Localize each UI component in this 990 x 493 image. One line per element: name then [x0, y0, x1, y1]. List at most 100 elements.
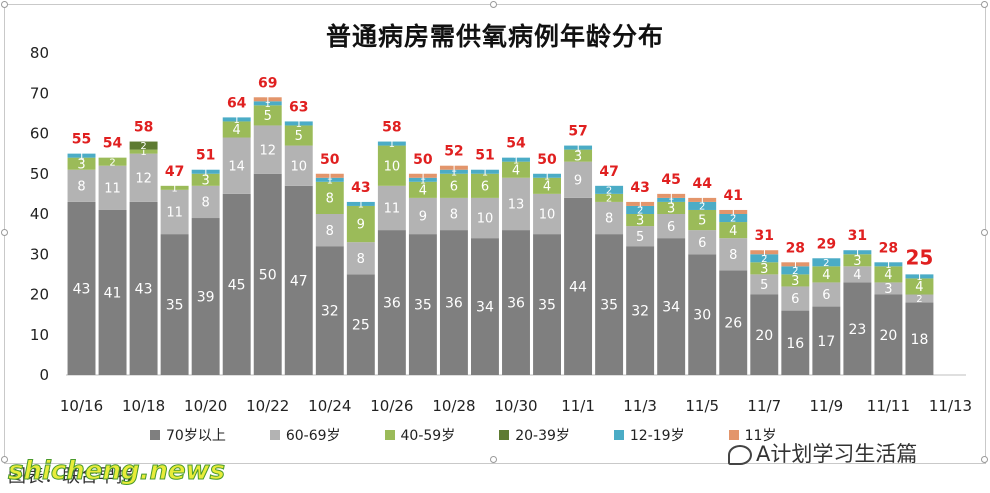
data-label: 9: [357, 218, 365, 233]
watermark-left: shicheng.news: [7, 456, 226, 487]
total-label: 28: [879, 240, 898, 256]
resize-handle-bottom-left[interactable]: [1, 456, 8, 463]
data-label: 16: [786, 336, 804, 352]
watermark-right: A计划学习生活篇: [728, 438, 917, 468]
data-label: 1: [202, 167, 208, 178]
data-label: 2: [792, 266, 798, 277]
data-label: 44: [569, 279, 587, 295]
bar-segment: [750, 294, 779, 375]
data-label: 1: [513, 155, 519, 166]
data-label: 14: [228, 159, 245, 174]
bar-segment: [98, 165, 127, 210]
resize-handle-bottom[interactable]: [490, 456, 497, 463]
total-label: 41: [723, 188, 742, 204]
bar-segment: [688, 209, 717, 231]
resize-handle-right[interactable]: [981, 229, 988, 236]
data-label: 45: [228, 277, 246, 293]
data-label: 36: [445, 296, 463, 312]
x-tick-label: 10/22: [246, 397, 289, 415]
data-label: 5: [760, 278, 768, 293]
data-label: 11: [104, 182, 121, 197]
x-tick-label: 10/30: [494, 397, 537, 415]
bar-segment: [502, 230, 530, 375]
data-label: 1: [327, 171, 333, 182]
y-tick-label: 30: [30, 245, 49, 263]
data-label: 6: [667, 220, 675, 235]
total-label: 29: [817, 236, 836, 252]
data-label: 3: [760, 262, 768, 277]
bar-segment: [657, 193, 686, 198]
bar-segment: [471, 169, 499, 174]
bar-segment: [812, 266, 841, 283]
y-tick-label: 0: [39, 366, 49, 384]
legend-item-40-59[interactable]: 40-59岁: [384, 425, 456, 445]
bar-segment: [253, 97, 282, 102]
data-label: 10: [384, 159, 401, 174]
resize-handle-top-right[interactable]: [981, 1, 988, 8]
data-label: 35: [414, 298, 432, 314]
y-tick-label: 50: [30, 165, 49, 183]
data-label: 1: [575, 143, 581, 154]
data-label: 6: [791, 292, 799, 307]
bar-segment: [377, 185, 406, 231]
data-label: 8: [77, 180, 85, 195]
bar-segment: [191, 173, 220, 186]
resize-handle-left[interactable]: [1, 229, 8, 236]
resize-handle-top[interactable]: [490, 1, 497, 8]
bar-segment: [781, 266, 810, 275]
data-label: 32: [321, 304, 339, 320]
data-label: 1: [265, 99, 271, 110]
resize-handle-top-left[interactable]: [1, 1, 8, 8]
data-label: 3: [667, 202, 675, 217]
total-label: 69: [258, 75, 277, 91]
data-label: 5: [295, 129, 303, 144]
data-label: 4: [915, 280, 923, 295]
resize-handle-bottom-right[interactable]: [981, 456, 988, 463]
bar-segment: [408, 177, 437, 182]
data-label: 2: [823, 258, 829, 269]
legend-item-60-69[interactable]: 60-69岁: [269, 425, 341, 445]
data-label: 2: [730, 214, 736, 225]
legend-label: 40-59岁: [400, 428, 456, 444]
y-tick-label: 40: [30, 205, 49, 223]
total-label: 54: [103, 136, 123, 152]
chart-title: 普通病房需供氧病例年龄分布: [325, 22, 664, 51]
data-label: 10: [539, 208, 556, 223]
bar-segment: [781, 274, 810, 287]
legend-item-70plus[interactable]: 70岁以上: [150, 425, 226, 445]
data-label: 32: [631, 304, 649, 320]
bar-segment: [719, 214, 748, 223]
bar-segment: [346, 201, 375, 206]
data-label: 3: [853, 254, 861, 269]
bar-segment: [129, 141, 158, 150]
total-label: 51: [196, 148, 215, 164]
data-label: 1: [389, 139, 395, 150]
data-label: 1: [451, 167, 457, 178]
bar-segment: [315, 173, 344, 178]
bar-segment: [626, 226, 655, 247]
bar-segment: [750, 274, 779, 295]
bar-segment: [905, 302, 934, 375]
y-tick-label: 80: [30, 44, 49, 62]
data-label: 41: [104, 286, 122, 302]
bar-segment: [595, 234, 624, 375]
bar-segment: [160, 234, 189, 375]
data-label: 1: [482, 167, 488, 178]
bar-segment: [253, 101, 282, 106]
x-tick-label: 11/13: [929, 397, 972, 415]
legend-item-20-39[interactable]: 20-39岁: [499, 425, 570, 445]
bar-segment: [129, 153, 158, 202]
legend-item-11[interactable]: 11岁: [728, 425, 776, 445]
bar-segment: [315, 214, 344, 247]
data-label: 3: [791, 274, 799, 289]
bar-segment: [657, 201, 686, 214]
data-label: 43: [135, 282, 153, 298]
bar-segment: [905, 294, 934, 303]
legend-label: 60-69岁: [285, 428, 341, 444]
data-label: 8: [450, 208, 458, 223]
bar-segment: [129, 201, 158, 375]
data-label: 6: [481, 180, 489, 195]
data-label: 8: [605, 212, 613, 227]
legend-item-12-19[interactable]: 12-19岁: [613, 425, 685, 445]
total-label: 57: [568, 124, 587, 140]
